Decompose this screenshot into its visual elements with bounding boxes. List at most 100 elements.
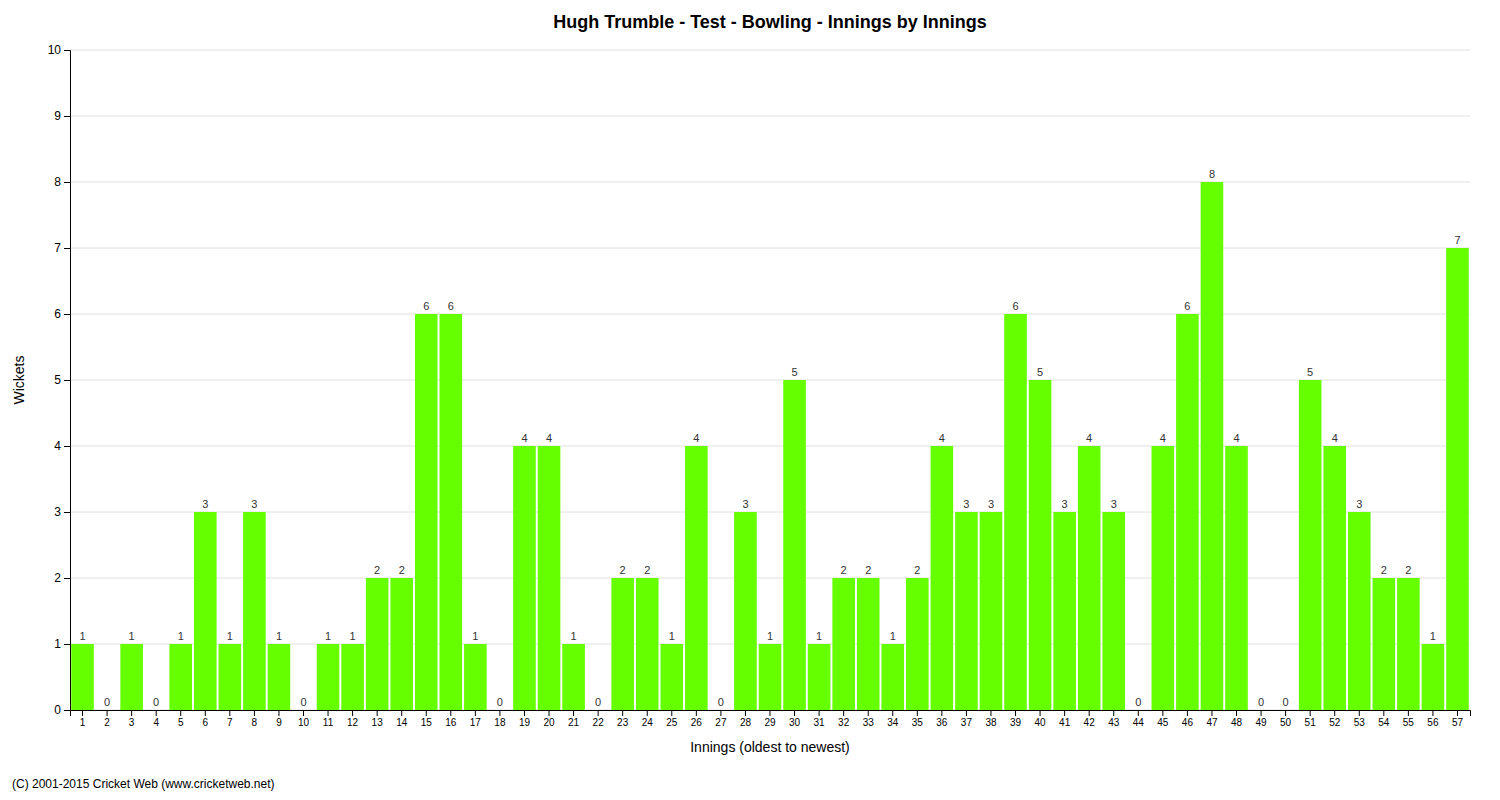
y-axis: 012345678910 — [48, 43, 71, 717]
data-label: 0 — [497, 696, 503, 708]
tick-mark — [1285, 710, 1286, 716]
bar — [808, 644, 831, 710]
bar — [906, 578, 929, 710]
tick-mark — [254, 710, 255, 716]
x-tick-label: 54 — [1378, 717, 1390, 728]
data-label: 4 — [693, 432, 699, 444]
data-label: 2 — [644, 564, 650, 576]
data-label: 4 — [939, 432, 945, 444]
x-tick-label: 3 — [129, 717, 135, 728]
data-label: 1 — [571, 630, 577, 642]
bar — [759, 644, 782, 710]
x-tick: 41 — [1059, 710, 1071, 728]
bar — [390, 578, 413, 710]
data-labels: 1010131310112266104410221403151221243365… — [79, 168, 1460, 708]
x-tick-label: 18 — [494, 717, 506, 728]
bar — [243, 512, 266, 710]
data-label: 2 — [1381, 564, 1387, 576]
x-axis-title: Innings (oldest to newest) — [690, 739, 850, 755]
y-tick: 9 — [54, 109, 70, 123]
tick-mark — [1138, 710, 1139, 716]
data-label: 4 — [1233, 432, 1239, 444]
x-tick: 35 — [912, 710, 924, 728]
x-tick-label: 48 — [1231, 717, 1243, 728]
grid-line — [70, 116, 1470, 117]
x-tick-label: 42 — [1084, 717, 1096, 728]
x-tick-label: 6 — [203, 717, 209, 728]
tick-mark — [1089, 710, 1090, 716]
x-tick-label: 39 — [1010, 717, 1022, 728]
data-label: 2 — [620, 564, 626, 576]
grid-line — [70, 578, 1470, 579]
x-tick: 37 — [961, 710, 973, 728]
bar — [440, 314, 463, 710]
bar — [96, 710, 119, 711]
x-tick: 48 — [1231, 710, 1243, 728]
tick-mark — [671, 710, 672, 716]
bar — [1348, 512, 1371, 710]
tick-mark — [107, 710, 108, 716]
data-label: 6 — [1184, 300, 1190, 312]
bar — [538, 446, 561, 710]
data-label: 1 — [767, 630, 773, 642]
bar — [1373, 578, 1396, 710]
x-tick: 33 — [863, 710, 875, 728]
data-label: 6 — [423, 300, 429, 312]
x-tick-label: 53 — [1354, 717, 1366, 728]
grid-line — [70, 248, 1470, 249]
tick-mark — [229, 710, 230, 716]
tick-mark — [64, 710, 70, 711]
x-tick: 21 — [568, 710, 580, 728]
bar — [1250, 710, 1273, 711]
x-tick: 1 — [80, 710, 86, 728]
axis-line — [64, 51, 71, 711]
bar — [415, 314, 438, 710]
data-label: 3 — [742, 498, 748, 510]
bar — [513, 446, 536, 710]
data-label: 1 — [1430, 630, 1436, 642]
tick-mark — [64, 446, 70, 447]
data-label: 6 — [448, 300, 454, 312]
y-tick-label: 1 — [54, 637, 61, 651]
x-tick-label: 34 — [887, 717, 899, 728]
x-tick-label: 55 — [1403, 717, 1415, 728]
data-label: 3 — [988, 498, 994, 510]
tick-mark — [917, 710, 918, 716]
y-tick-label: 5 — [54, 373, 61, 387]
x-tick: 45 — [1157, 710, 1169, 728]
tick-mark — [1187, 710, 1188, 716]
data-label: 1 — [669, 630, 675, 642]
x-tick: 30 — [789, 710, 801, 728]
bar — [194, 512, 217, 710]
bar — [317, 644, 340, 710]
x-tick-label: 47 — [1206, 717, 1218, 728]
tick-mark — [475, 710, 476, 716]
x-tick-label: 43 — [1108, 717, 1120, 728]
bar — [1053, 512, 1076, 710]
tick-mark — [205, 710, 206, 716]
data-label: 7 — [1454, 234, 1460, 246]
tick-mark — [990, 710, 991, 716]
y-tick-label: 10 — [48, 43, 62, 57]
data-label: 6 — [1012, 300, 1018, 312]
bar — [931, 446, 954, 710]
bar — [562, 644, 585, 710]
x-tick-label: 24 — [642, 717, 654, 728]
tick-mark — [966, 710, 967, 716]
x-tick-label: 27 — [715, 717, 727, 728]
data-label: 3 — [1062, 498, 1068, 510]
tick-mark — [278, 710, 279, 716]
tick-mark — [1334, 710, 1335, 716]
x-tick-label: 28 — [740, 717, 752, 728]
x-tick: 52 — [1329, 710, 1341, 728]
data-label: 0 — [1283, 696, 1289, 708]
tick-mark — [64, 182, 70, 183]
tick-mark — [1015, 710, 1016, 716]
y-tick: 1 — [54, 637, 70, 651]
data-label: 1 — [178, 630, 184, 642]
x-tick-label: 40 — [1035, 717, 1047, 728]
y-tick: 0 — [54, 703, 70, 717]
data-label: 4 — [546, 432, 552, 444]
x-tick-label: 38 — [985, 717, 997, 728]
x-tick-label: 32 — [838, 717, 850, 728]
